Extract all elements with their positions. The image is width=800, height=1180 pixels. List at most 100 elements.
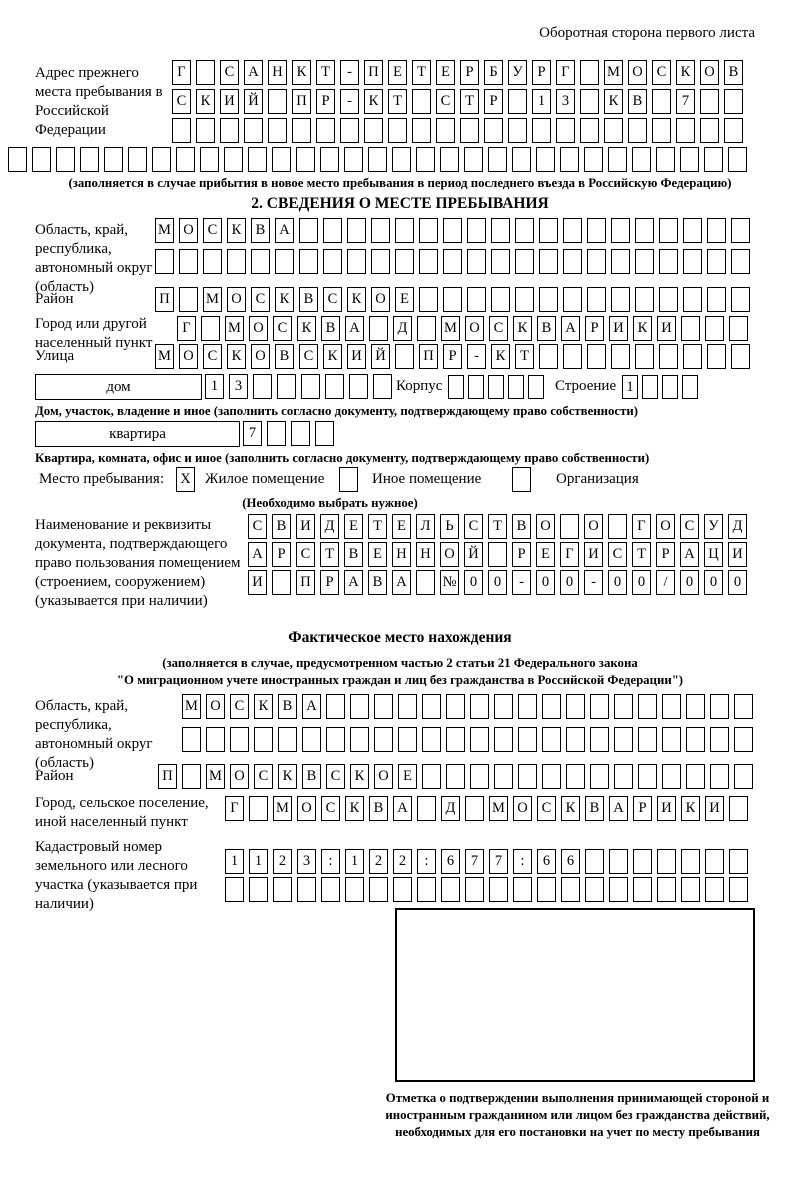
char-cell xyxy=(326,727,345,752)
char-cell xyxy=(707,249,726,274)
char-cell: Н xyxy=(268,60,287,85)
char-cell: К xyxy=(364,89,383,114)
char-cell xyxy=(302,727,321,752)
char-cell xyxy=(349,374,368,399)
char-cell xyxy=(512,467,531,492)
char-cell xyxy=(537,877,556,902)
char-cell: К xyxy=(196,89,215,114)
char-cell: О xyxy=(513,796,532,821)
char-cell: О xyxy=(465,316,484,341)
char-cell xyxy=(590,694,609,719)
char-cell xyxy=(417,796,436,821)
char-cell xyxy=(563,287,582,312)
char-cell: Г xyxy=(632,514,651,539)
char-cell: 0 xyxy=(704,570,723,595)
char-cell: В xyxy=(344,542,363,567)
char-cell: 7 xyxy=(243,421,262,446)
section2-heading: 2. СВЕДЕНИЯ О МЕСТЕ ПРЕБЫВАНИЯ xyxy=(251,195,549,212)
char-cell xyxy=(315,421,334,446)
char-cell xyxy=(659,344,678,369)
char-cell xyxy=(681,316,700,341)
mesto-org-label: Организация xyxy=(556,471,639,487)
char-cell xyxy=(467,249,486,274)
char-cell xyxy=(491,218,510,243)
char-cell xyxy=(515,287,534,312)
char-cell xyxy=(436,118,455,143)
char-cell xyxy=(176,147,195,172)
char-cell xyxy=(172,118,191,143)
char-cell xyxy=(611,249,630,274)
kvartira-caption: Квартира, комната, офис и иное (заполнит… xyxy=(35,451,650,465)
char-cell: Р xyxy=(320,570,339,595)
char-cell: О xyxy=(628,60,647,85)
char-cell: 3 xyxy=(556,89,575,114)
char-cell: С xyxy=(220,60,239,85)
char-cell xyxy=(710,764,729,789)
char-cell xyxy=(707,287,726,312)
char-cell: И xyxy=(248,570,267,595)
char-cell: О xyxy=(297,796,316,821)
char-cell: / xyxy=(656,570,675,595)
char-cell xyxy=(532,118,551,143)
char-cell xyxy=(201,316,220,341)
char-cell xyxy=(398,694,417,719)
char-cell: Р xyxy=(585,316,604,341)
char-cell: А xyxy=(393,796,412,821)
char-cell xyxy=(494,727,513,752)
char-cell xyxy=(508,89,527,114)
char-cell xyxy=(614,764,633,789)
char-cell xyxy=(321,877,340,902)
char-cell xyxy=(297,877,316,902)
char-cell xyxy=(417,316,436,341)
char-cell: С xyxy=(203,218,222,243)
korpus-value-row xyxy=(448,375,548,399)
char-cell: В xyxy=(368,570,387,595)
char-cell xyxy=(316,118,335,143)
char-cell: С xyxy=(537,796,556,821)
char-cell xyxy=(489,877,508,902)
gorod-label: Город или другой населенный пункт xyxy=(35,316,153,351)
char-cell xyxy=(681,877,700,902)
char-cell xyxy=(539,249,558,274)
char-cell xyxy=(632,147,651,172)
char-cell xyxy=(292,118,311,143)
char-cell xyxy=(465,796,484,821)
char-cell xyxy=(347,218,366,243)
char-cell xyxy=(705,316,724,341)
char-cell: 2 xyxy=(369,849,388,874)
char-cell: 0 xyxy=(728,570,747,595)
char-cell: О xyxy=(656,514,675,539)
mesto-inoe-label: Иное помещение xyxy=(372,471,482,487)
char-cell xyxy=(371,249,390,274)
mesto-inoe-checkbox xyxy=(339,467,363,492)
char-cell xyxy=(614,694,633,719)
char-cell: - xyxy=(584,570,603,595)
char-cell: У xyxy=(508,60,527,85)
char-cell: О xyxy=(179,344,198,369)
char-cell xyxy=(267,421,286,446)
char-cell xyxy=(652,118,671,143)
char-cell: Й xyxy=(371,344,390,369)
char-cell xyxy=(611,218,630,243)
char-cell: О xyxy=(227,287,246,312)
char-cell xyxy=(470,694,489,719)
char-cell: П xyxy=(158,764,177,789)
char-cell xyxy=(220,118,239,143)
char-cell: Н xyxy=(392,542,411,567)
char-cell xyxy=(580,60,599,85)
char-cell xyxy=(536,147,555,172)
char-cell xyxy=(272,147,291,172)
char-cell xyxy=(323,218,342,243)
char-cell xyxy=(729,796,748,821)
char-cell: А xyxy=(345,316,364,341)
char-cell: М xyxy=(489,796,508,821)
char-cell: А xyxy=(561,316,580,341)
char-cell: В xyxy=(272,514,291,539)
char-cell: В xyxy=(628,89,647,114)
char-cell xyxy=(412,89,431,114)
char-cell: Р xyxy=(532,60,551,85)
char-cell: С xyxy=(172,89,191,114)
char-cell xyxy=(320,147,339,172)
char-cell: П xyxy=(419,344,438,369)
